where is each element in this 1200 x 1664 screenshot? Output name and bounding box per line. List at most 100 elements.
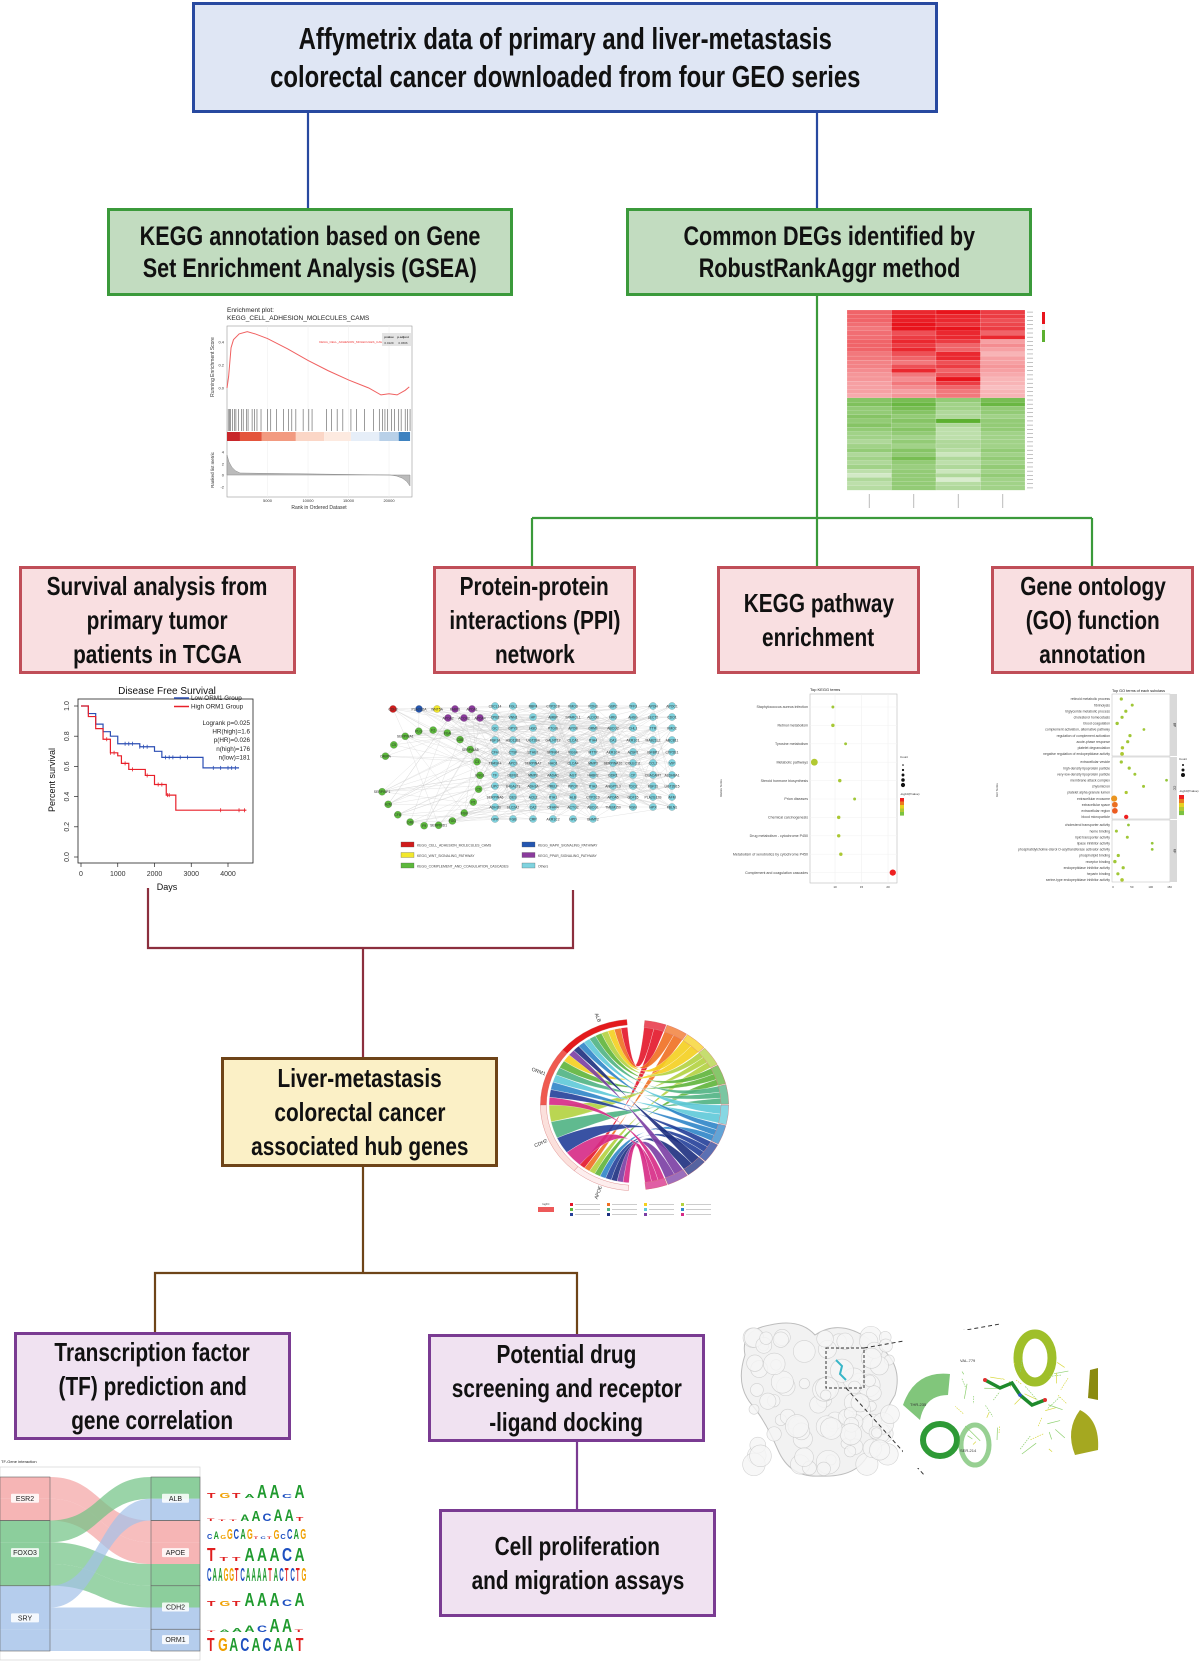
ppi-edge	[494, 727, 673, 776]
heatmap-cell	[980, 468, 1026, 474]
protein-surface-lobe	[763, 1352, 786, 1376]
ppi-node	[589, 713, 597, 721]
heatmap-cell	[891, 322, 937, 328]
sankey-flow	[50, 1564, 151, 1608]
ppi-edge	[405, 736, 594, 787]
chord-term-arc	[711, 1123, 727, 1145]
go-term-label: chylomicron	[1092, 785, 1110, 789]
kegg-term-label: Metabolism of xenobiotics by cytochrome …	[733, 852, 808, 856]
ppi-edge	[572, 716, 634, 798]
ppi-node-label: MMP2	[528, 773, 538, 777]
chord-logfc-scale	[538, 1207, 554, 1212]
gsea-table-header: pvalue	[384, 335, 394, 339]
go-facet-label: CC	[1173, 786, 1177, 791]
heatmap-cell	[935, 355, 981, 361]
go-term-label: heparin binding	[1087, 872, 1110, 876]
ppi-edge	[392, 708, 554, 798]
sankey-flow	[50, 1542, 151, 1586]
blue-connectors	[306, 113, 819, 208]
heatmap-cell	[935, 364, 981, 369]
go-size-legend-dot	[1182, 764, 1184, 766]
ppi-node-label: FMO3	[568, 704, 578, 708]
ppi-node-label: F9	[422, 824, 426, 828]
interaction-line	[1013, 1362, 1016, 1365]
heatmap-cell	[891, 326, 937, 332]
kegg-term-label: Retinol metabolism	[777, 724, 808, 728]
heatmap-cell	[846, 456, 892, 461]
ppi-node-label: TM4SF4	[489, 761, 502, 765]
heatmap-cell	[846, 351, 892, 357]
ppi-node-label: CLCA1	[568, 738, 579, 742]
ppi-edge	[532, 785, 554, 820]
ppi-node-label: HRG	[609, 715, 617, 719]
heatmap-cell	[891, 368, 937, 374]
ppi-node	[649, 713, 657, 721]
ppi-node	[549, 793, 557, 801]
ppi-edge	[494, 716, 654, 729]
gsea-legend-table	[382, 333, 411, 346]
heatmap-cell	[935, 452, 981, 457]
ppi-node-label: ITIH4	[589, 738, 597, 742]
protein-surface-lobe	[794, 1447, 814, 1467]
chord-term-arc	[644, 1178, 668, 1190]
go-dot	[1128, 733, 1132, 738]
ppi-node	[509, 736, 517, 744]
ppi-node	[609, 724, 617, 732]
go-panel	[1111, 693, 1171, 757]
go-term-label: very-low-density lipoprotein particle	[1057, 772, 1110, 776]
gsea-ytick-label: 0.2	[218, 363, 224, 368]
gsea-rank-colorbar-segment	[379, 432, 399, 441]
heatmap-cell	[935, 322, 981, 328]
ligand-nitrogen	[1018, 1393, 1022, 1397]
go-dot	[1120, 715, 1124, 719]
motif-letter: A	[257, 1482, 267, 1502]
ppi-node	[629, 782, 637, 790]
go-dot	[1119, 760, 1123, 764]
ppi-node	[649, 771, 657, 779]
ppi-edge	[405, 727, 614, 737]
ppi-edge	[572, 796, 594, 820]
ppi-edge	[572, 716, 614, 729]
ppi-node	[589, 803, 597, 811]
heatmap-cell	[891, 335, 937, 340]
heatmap-cell	[935, 427, 981, 432]
heatmap-cell	[891, 448, 937, 453]
sankey-target-segment	[151, 1607, 200, 1630]
motif-letter: A	[232, 1627, 242, 1633]
kegg-size-legend-dot	[902, 764, 904, 766]
ppi-node-label: CXCL14	[489, 704, 502, 708]
ppi-node	[381, 752, 390, 760]
ppi-node-label: CRP	[529, 817, 537, 821]
kegg-term-label: Tyrosine metabolism	[775, 742, 808, 746]
ppi-node	[460, 714, 468, 722]
heatmap-cell	[846, 477, 892, 482]
ppi-edge	[494, 762, 594, 787]
box-gsea: KEGG annotation based on Gene Set Enrich…	[107, 208, 513, 296]
go-term-label: retinoid metabolic process	[1071, 697, 1111, 701]
ppi-node-label: APOA2	[442, 716, 453, 720]
box-drug-screening: Potential drug screening and receptor -l…	[428, 1334, 705, 1442]
go-dot	[1130, 703, 1134, 707]
heatmap-cell	[935, 326, 981, 332]
motif-letter: C	[263, 1636, 272, 1656]
box-text-line: enrichment	[762, 622, 875, 652]
heatmap-cell	[891, 468, 937, 474]
ppi-edge	[385, 756, 673, 776]
ppi-node	[589, 815, 597, 823]
ppi-node-label: CCL2	[649, 761, 658, 765]
ppi-node	[569, 724, 577, 732]
ppi-node	[649, 803, 657, 811]
box-text-line: primary tumor	[86, 605, 228, 635]
heatmap-cell	[980, 330, 1026, 336]
ppi-node	[668, 803, 676, 811]
go-term-label: blood coagulation	[1083, 722, 1110, 726]
box-text-line: colorectal cancer downloaded from four G…	[269, 58, 861, 94]
chord-legend-swatch	[681, 1208, 684, 1211]
go-dot	[1165, 778, 1168, 782]
gsea-title: Enrichment plot:	[227, 307, 274, 314]
ppi-node-label: AKR1C1	[626, 738, 639, 742]
ppi-edge	[592, 806, 614, 820]
protein-surface-lobe	[863, 1374, 876, 1387]
ppi-node-label: APOB	[568, 726, 578, 730]
heatmap-cell	[980, 443, 1026, 449]
